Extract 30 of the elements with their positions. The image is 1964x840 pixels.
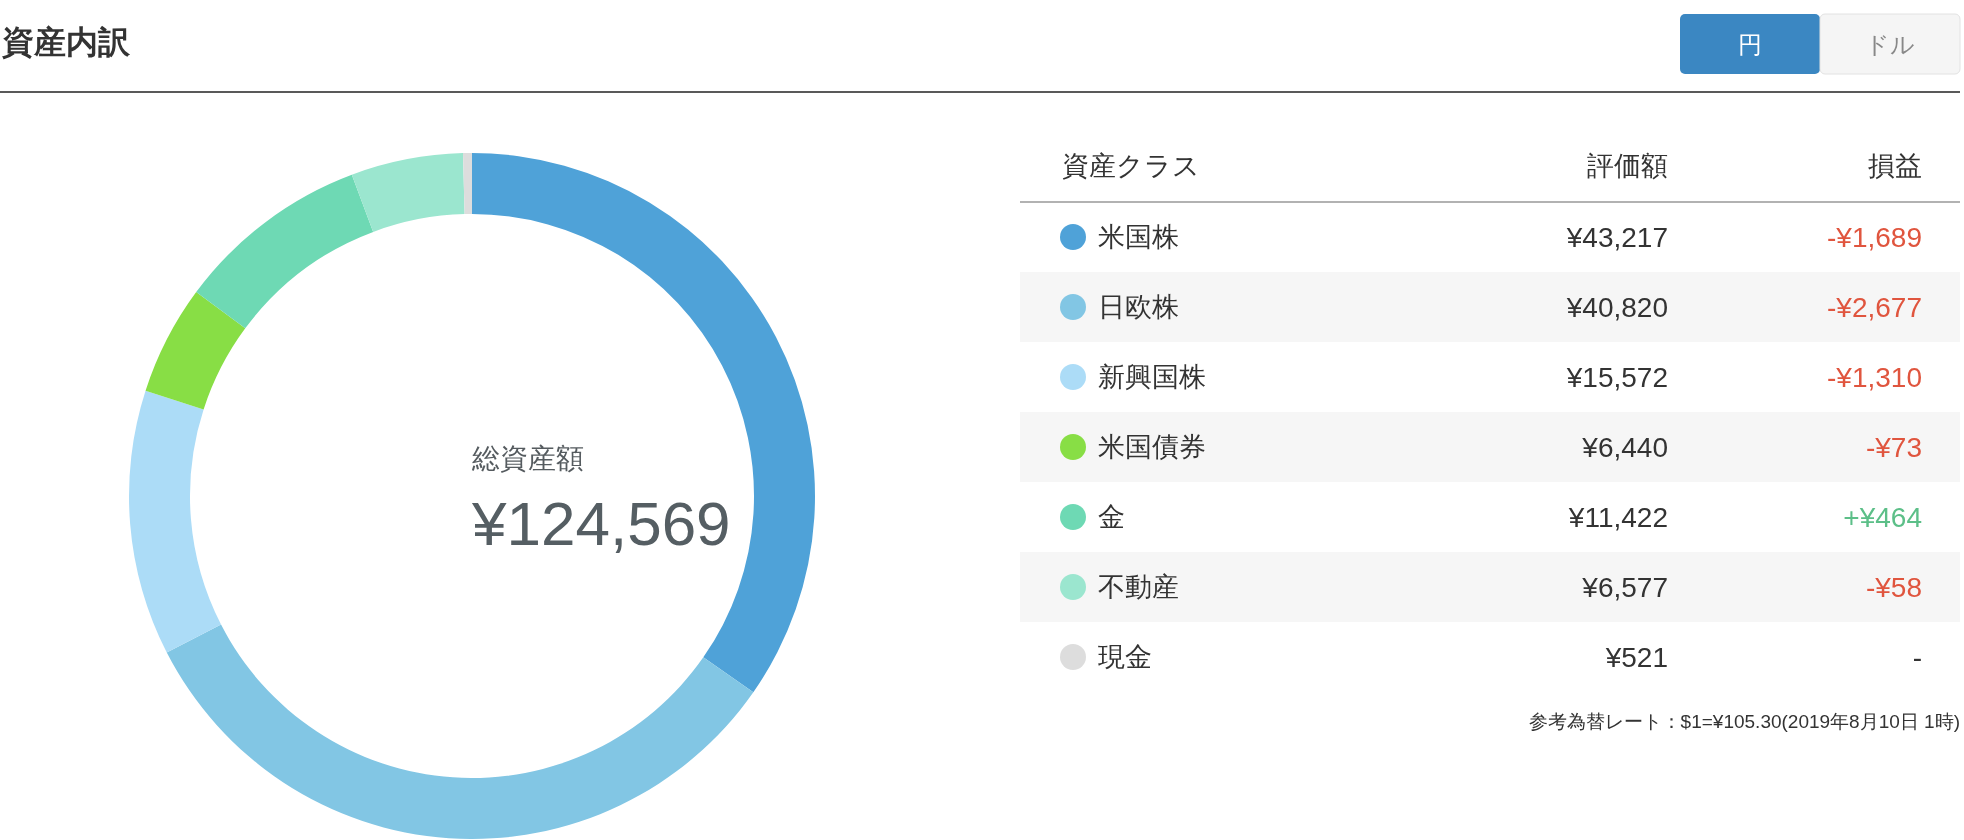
text: 総資産額: [471, 442, 584, 474]
text: -¥73: [1865, 431, 1922, 463]
text: ¥124,569: [471, 488, 731, 558]
data-label: ¥15,572: [1565, 361, 1668, 393]
legend-label: 現金: [1098, 642, 1152, 672]
text: -¥1,689: [1827, 221, 1922, 253]
text: 損益: [1868, 151, 1922, 181]
text: -: [1912, 641, 1922, 673]
data-label: ¥11,422: [1567, 501, 1668, 533]
legend-label: 米国株: [1098, 222, 1179, 252]
legend-label: 日欧株: [1098, 292, 1179, 322]
legend-label: 不動産: [1098, 572, 1179, 602]
text: 評価額: [1587, 151, 1668, 181]
legend-title: 資産クラス: [1062, 151, 1200, 181]
legend-label: 米国債券: [1098, 432, 1206, 462]
text: 参考為替レート：$1=¥105.30(2019年8月10日 1時): [1528, 710, 1960, 732]
data-label: ¥43,217: [1565, 221, 1668, 253]
toggle-button-dollar: ドル: [1819, 13, 1961, 75]
legend-label: 金: [1098, 502, 1125, 532]
data-label: ¥521: [1604, 641, 1668, 673]
text: +¥464: [1843, 501, 1922, 533]
data-label: ¥6,440: [1581, 431, 1668, 463]
text: -¥2,677: [1827, 291, 1922, 323]
data-label: ¥40,820: [1565, 291, 1668, 323]
text: -¥1,310: [1827, 361, 1922, 393]
data-label: ¥6,577: [1581, 571, 1668, 603]
chart-title: 資産内訳: [1, 24, 131, 60]
text: -¥58: [1865, 571, 1922, 603]
legend-label: 新興国株: [1098, 362, 1206, 392]
toggle-button-yen: 円: [1680, 14, 1820, 74]
